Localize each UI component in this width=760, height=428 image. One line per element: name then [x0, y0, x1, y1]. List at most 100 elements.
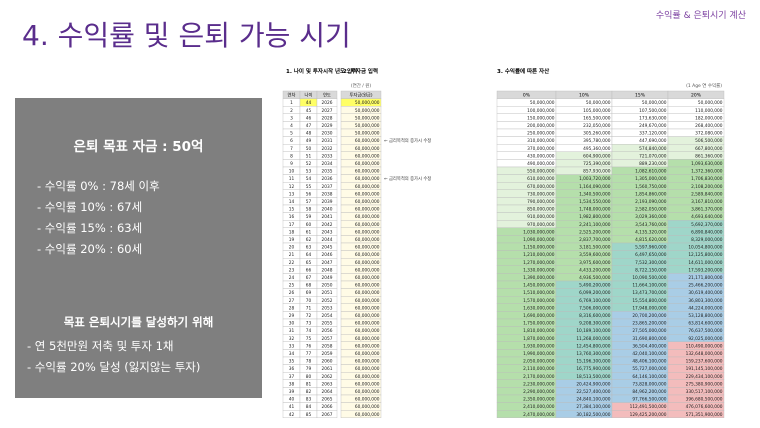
cell-text: 60,000,000: [355, 153, 380, 159]
cell-text: 889,230,000: [639, 161, 667, 167]
cell-text: 60,000,000: [355, 237, 380, 243]
cell-text: 60,000,000: [355, 328, 380, 334]
cell-text: 60,000,000: [355, 305, 380, 311]
cell-text: 60,000,000: [355, 214, 380, 220]
cell-text: 8,722,150,000: [635, 267, 667, 273]
cell-text: 447,690,000: [639, 138, 667, 144]
cell-text: 2045: [322, 245, 333, 251]
cell-text: 65: [306, 260, 312, 266]
cell-text: 1,560,750,000: [635, 184, 667, 190]
cell-text: 604,900,000: [583, 153, 611, 159]
cell-text: 12,454,800,000: [576, 343, 610, 349]
cell-text: 2,350,000,000: [523, 397, 555, 403]
cell-text: 80: [306, 374, 312, 380]
column-header: 연차: [288, 92, 296, 99]
cell-text: 2,230,000,000: [523, 381, 555, 387]
cell-text: 52: [306, 161, 312, 167]
cell-text: 395,780,000: [583, 138, 611, 144]
cell-text: 4,815,620,000: [635, 237, 667, 243]
cell-text: 22: [289, 260, 295, 266]
cell-text: 2053: [322, 305, 333, 311]
cell-text: 730,000,000: [527, 191, 555, 197]
cell-text: 110,000,000: [695, 108, 723, 114]
cell-text: 1,854,860,000: [635, 191, 667, 197]
cell-text: 26: [289, 290, 295, 296]
cell-text: 60,000,000: [355, 389, 380, 395]
cell-text: 2064: [322, 389, 333, 395]
cell-text: 30,619,400,000: [688, 290, 722, 296]
cell-text: 20,424,900,000: [576, 381, 610, 387]
cell-text: 2041: [322, 214, 333, 220]
cell-text: 2032: [322, 146, 333, 152]
item: - 수익률 0% : 78세 이후: [37, 179, 160, 193]
cell-text: 6,769,100,000: [579, 298, 611, 304]
cell-text: 2037: [322, 184, 333, 190]
cell-text: 21: [289, 252, 295, 258]
cell-text: 37: [289, 374, 295, 380]
cell-text: 372,080,000: [695, 131, 723, 137]
cell-text: 4,936,500,000: [579, 275, 611, 281]
cell-text: 59: [306, 214, 312, 220]
cell-text: 1,630,000,000: [523, 305, 555, 311]
cell-text: 63,814,600,000: [688, 321, 722, 327]
cell-text: 20: [289, 245, 295, 251]
cell-text: 54: [306, 176, 312, 182]
corner-label: 수익률 & 은퇴시기 계산: [655, 11, 746, 21]
goal: 은퇴 목표 자금 : 50억: [73, 139, 204, 155]
cell-text: 1,330,000,000: [523, 267, 555, 273]
cell-text: 725,390,000: [583, 161, 611, 167]
cell-text: 60,000,000: [355, 283, 380, 289]
cell-text: 60,000,000: [355, 267, 380, 273]
cell-text: 60,000,000: [355, 199, 380, 205]
cell-text: 30: [289, 321, 295, 327]
cell-text: 10,090,500,000: [632, 275, 666, 281]
cell-text: 1,930,000,000: [523, 343, 555, 349]
cell-text: 83: [306, 397, 312, 403]
cell-text: 10,189,100,000: [576, 328, 610, 334]
cell-text: 44: [306, 100, 312, 106]
note: ← 금리목적의 증가시 수정: [384, 137, 431, 144]
cell-text: 2,050,000,000: [523, 359, 555, 365]
cell-text: 73,828,000,000: [632, 381, 666, 387]
cell-text: 60,000,000: [355, 138, 380, 144]
cell-text: 1,270,000,000: [523, 260, 555, 266]
item: - 수익률 15% : 63세: [37, 221, 143, 235]
cell-text: 370,000,000: [527, 146, 555, 152]
cell-text: 48,406,100,000: [632, 359, 666, 365]
summary-box: 은퇴 목표 자금 : 50억 - 수익률 0% : 78세 이후 - 수익률 1…: [15, 98, 262, 398]
cell-text: 60,000,000: [355, 343, 380, 349]
cell-text: 20,700,200,000: [632, 313, 666, 319]
cell-text: 60,000,000: [355, 321, 380, 327]
cell-text: 550,000,000: [527, 169, 555, 175]
cell-text: 60,000,000: [355, 313, 380, 319]
cell-text: 2059: [322, 351, 333, 357]
cell-text: 861,360,000: [695, 153, 723, 159]
cell-text: 10: [289, 169, 295, 175]
cell-text: 2030: [322, 131, 333, 137]
cell-text: 14,611,000,000: [688, 260, 722, 266]
cell-text: 2039: [322, 199, 333, 205]
cell-text: 18: [289, 229, 295, 235]
cell-text: 2: [290, 108, 293, 114]
cell-text: 50,000,000: [586, 100, 611, 106]
cell-text: 2,290,000,000: [523, 389, 555, 395]
cell-text: 8: [290, 153, 293, 159]
cell-text: 571,351,900,000: [686, 412, 723, 418]
cell-text: 232,050,000: [583, 123, 611, 129]
rate-header: 10%: [579, 93, 590, 99]
cell-text: 41: [289, 404, 295, 410]
cell-text: 15,554,800,000: [632, 298, 666, 304]
cell-text: 38: [289, 381, 295, 387]
plan-item: - 수익률 20% 달성 (잃지않는 투자): [27, 360, 201, 374]
cell-text: 4,135,320,000: [635, 229, 667, 235]
cell-text: 2047: [322, 260, 333, 266]
cell-text: 23,865,200,000: [632, 321, 666, 327]
cell-text: 69: [306, 290, 312, 296]
cell-text: 75: [306, 336, 312, 342]
cell-text: 21,171,800,000: [688, 275, 722, 281]
cell-text: 9,208,300,000: [579, 321, 611, 327]
cell-text: 2062: [322, 374, 333, 380]
cell-text: 150,000,000: [527, 115, 555, 121]
cell-text: 2044: [322, 237, 333, 243]
cell-text: 27: [289, 298, 295, 304]
